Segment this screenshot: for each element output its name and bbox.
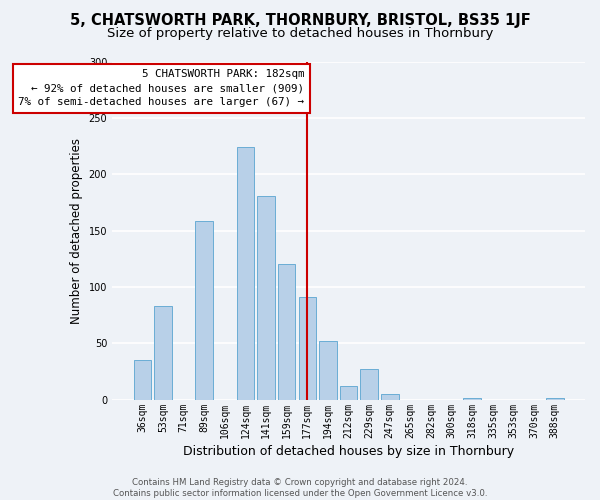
Bar (134, 360, 151, 400)
Bar (546, 398, 563, 400)
Bar (361, 369, 378, 400)
Bar (257, 196, 275, 400)
Bar (278, 264, 295, 400)
Y-axis label: Number of detached properties: Number of detached properties (70, 138, 83, 324)
X-axis label: Distribution of detached houses by size in Thornbury: Distribution of detached houses by size … (183, 444, 514, 458)
Text: Contains HM Land Registry data © Crown copyright and database right 2024.
Contai: Contains HM Land Registry data © Crown c… (113, 478, 487, 498)
Bar (381, 394, 398, 400)
Bar (319, 341, 337, 400)
Bar (299, 297, 316, 400)
Text: Size of property relative to detached houses in Thornbury: Size of property relative to detached ho… (107, 28, 493, 40)
Bar (154, 306, 172, 400)
Text: 5 CHATSWORTH PARK: 182sqm
← 92% of detached houses are smaller (909)
7% of semi-: 5 CHATSWORTH PARK: 182sqm ← 92% of detac… (18, 70, 304, 108)
Bar (196, 222, 213, 400)
Bar (236, 147, 254, 400)
Bar (340, 386, 358, 400)
Text: 5, CHATSWORTH PARK, THORNBURY, BRISTOL, BS35 1JF: 5, CHATSWORTH PARK, THORNBURY, BRISTOL, … (70, 12, 530, 28)
Bar (463, 398, 481, 400)
